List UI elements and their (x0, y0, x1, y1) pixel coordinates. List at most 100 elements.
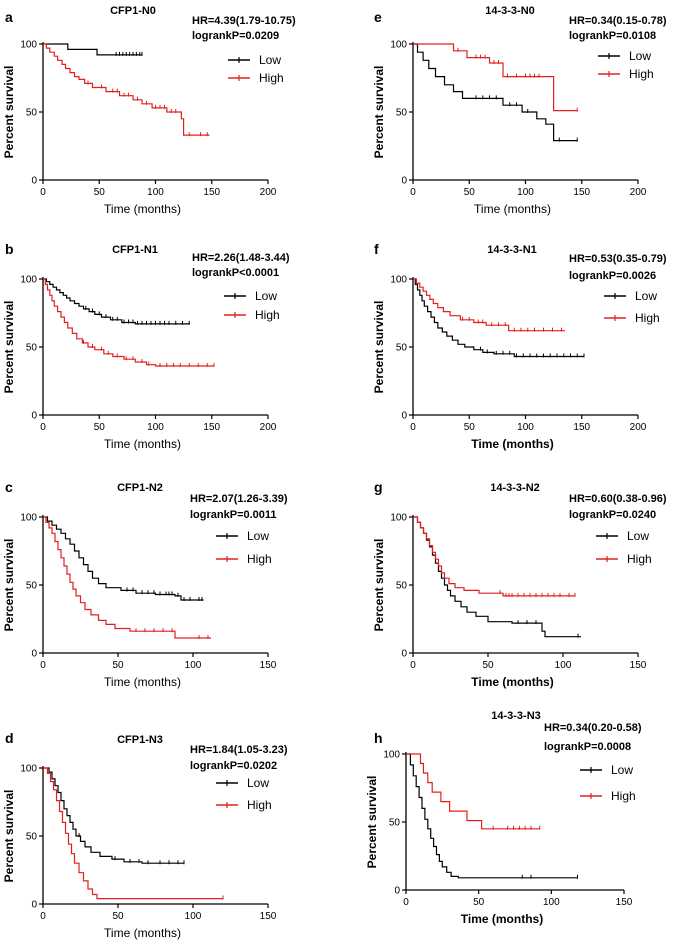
x-tick-label: 200 (630, 187, 647, 198)
y-tick-label: 50 (26, 108, 38, 119)
hazard-ratio-text: HR=1.84(1.05-3.23) (190, 744, 288, 756)
legend-label-low: Low (259, 53, 281, 67)
legend-label-high: High (629, 67, 654, 81)
hazard-ratio-text: HR=4.39(1.79-10.75) (192, 15, 296, 27)
logrank-p-text: logrankP=0.0209 (192, 30, 279, 42)
panel-title: CFP1-N0 (110, 5, 156, 17)
x-tick-label: 0 (40, 187, 46, 198)
y-tick-label: 0 (31, 176, 37, 187)
y-tick-label: 100 (383, 750, 400, 761)
panel-title: 14-3-3-N3 (491, 710, 541, 722)
km-curve-high (43, 767, 223, 900)
legend-label-low: Low (255, 289, 277, 303)
panel-title: 14-3-3-N0 (485, 5, 535, 17)
legend-label-low: Low (627, 529, 649, 543)
x-tick-label: 200 (260, 422, 277, 433)
logrank-p-text: logrankP=0.0202 (190, 760, 277, 772)
y-tick-label: 0 (31, 649, 37, 660)
panel-label: e (374, 9, 382, 25)
x-axis-title: Time (months) (104, 437, 181, 451)
km-curve-low (413, 278, 584, 358)
legend-label-high: High (259, 71, 284, 85)
km-curve-high (413, 43, 578, 112)
x-tick-label: 100 (543, 897, 560, 908)
x-axis-title: Time (months) (471, 437, 553, 451)
x-tick-label: 150 (260, 911, 277, 922)
panel-title: CFP1-N1 (112, 244, 158, 256)
x-axis-title: Time (months) (471, 675, 553, 689)
y-tick-label: 0 (31, 411, 37, 422)
y-tick-label: 50 (389, 818, 401, 829)
x-tick-label: 100 (147, 187, 164, 198)
x-tick-label: 150 (573, 422, 590, 433)
x-tick-label: 200 (630, 422, 647, 433)
x-tick-label: 0 (410, 422, 416, 433)
x-tick-label: 50 (473, 897, 485, 908)
hazard-ratio-text: HR=0.34(0.20-0.58) (544, 722, 642, 734)
legend-label-high: High (635, 311, 660, 325)
km-curve-high (43, 43, 210, 136)
y-axis-title: Percent survival (365, 776, 379, 869)
x-tick-label: 50 (94, 422, 106, 433)
y-tick-label: 0 (31, 900, 37, 911)
x-axis-title: Time (months) (474, 202, 551, 216)
x-tick-label: 100 (185, 660, 202, 671)
panel-label: h (374, 730, 383, 746)
x-tick-label: 0 (40, 660, 46, 671)
x-axis-title: Time (months) (104, 675, 181, 689)
y-tick-label: 0 (394, 886, 400, 897)
hazard-ratio-text: HR=0.34(0.15-0.78) (569, 15, 667, 27)
y-tick-label: 100 (20, 764, 37, 775)
km-curve-low (43, 278, 190, 325)
x-tick-label: 150 (203, 422, 220, 433)
y-tick-label: 0 (401, 649, 407, 660)
legend-label-high: High (247, 552, 272, 566)
x-tick-label: 50 (464, 422, 476, 433)
km-curve-high (413, 516, 575, 597)
panel-label: b (5, 241, 14, 257)
x-tick-label: 0 (403, 897, 409, 908)
x-tick-label: 0 (40, 422, 46, 433)
x-tick-label: 100 (185, 911, 202, 922)
legend-label-low: Low (635, 289, 657, 303)
x-tick-label: 150 (616, 897, 633, 908)
hazard-ratio-text: HR=0.53(0.35-0.79) (569, 253, 667, 265)
panel-title: 14-3-3-N2 (490, 482, 540, 494)
x-tick-label: 150 (260, 660, 277, 671)
y-tick-label: 50 (396, 581, 408, 592)
panel-e: e 14-3-3-N0 HR=0.34(0.15-0.78) logrankP=0.0… (372, 5, 667, 216)
y-axis-title: Percent survival (2, 66, 16, 159)
y-tick-label: 100 (390, 275, 407, 286)
logrank-p-text: logrankP=0.0008 (544, 741, 631, 753)
x-tick-label: 50 (94, 187, 106, 198)
legend-label-high: High (247, 798, 272, 812)
y-tick-label: 100 (20, 513, 37, 524)
legend-label-low: Low (247, 529, 269, 543)
panel-label: d (5, 730, 14, 746)
x-axis-title: Time (months) (104, 202, 181, 216)
y-tick-label: 50 (26, 832, 38, 843)
km-curve-low (406, 753, 578, 879)
legend-label-high: High (611, 789, 636, 803)
km-curve-high (413, 278, 565, 332)
x-tick-label: 100 (517, 187, 534, 198)
y-axis-title: Percent survival (2, 790, 16, 883)
x-tick-label: 50 (112, 660, 124, 671)
x-tick-label: 100 (555, 660, 572, 671)
y-tick-label: 100 (390, 513, 407, 524)
y-tick-label: 100 (20, 275, 37, 286)
y-tick-label: 50 (396, 108, 408, 119)
x-tick-label: 150 (203, 187, 220, 198)
panel-label: g (374, 479, 383, 495)
x-tick-label: 100 (147, 422, 164, 433)
x-tick-label: 0 (410, 660, 416, 671)
hazard-ratio-text: HR=0.60(0.38-0.96) (569, 493, 667, 505)
panel-a: a CFP1-N0 HR=4.39(1.79-10.75) logrankP=0.02… (2, 5, 296, 216)
logrank-p-text: logrankP=0.0240 (569, 509, 656, 521)
panel-c: c CFP1-N2 HR=2.07(1.26-3.39) logrankP=0.001… (2, 479, 288, 689)
x-tick-label: 50 (482, 660, 494, 671)
panel-f: f 14-3-3-N1 HR=0.53(0.35-0.79) logrankP=0.0… (372, 241, 667, 451)
x-tick-label: 200 (260, 187, 277, 198)
x-tick-label: 50 (112, 911, 124, 922)
